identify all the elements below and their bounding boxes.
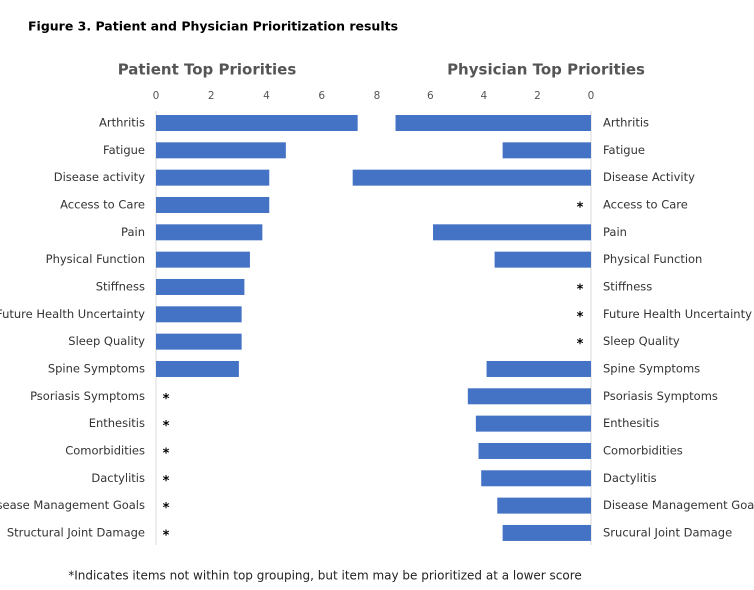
bar <box>502 524 591 541</box>
bar <box>467 388 591 405</box>
bar <box>478 442 591 459</box>
not-prioritized-marker: * <box>163 501 170 516</box>
category-label: Pain <box>603 225 627 239</box>
not-prioritized-marker: * <box>163 528 170 543</box>
category-label: Dactylitis <box>91 471 145 485</box>
category-label: Physical Function <box>603 252 702 266</box>
x-tick-label: 0 <box>588 90 595 102</box>
category-label: Enthesitis <box>603 416 659 430</box>
category-label: Access to Care <box>60 197 145 211</box>
bar <box>433 224 591 241</box>
category-label: Stiffness <box>96 279 145 293</box>
category-label: Access to Care <box>603 197 688 211</box>
category-label: Disease Management Goals <box>0 498 145 512</box>
bar <box>156 142 286 159</box>
bar <box>156 251 250 268</box>
not-prioritized-marker: * <box>163 392 170 407</box>
not-prioritized-marker: * <box>163 419 170 434</box>
not-prioritized-marker: * <box>163 446 170 461</box>
x-tick-label: 8 <box>374 90 381 102</box>
category-label: Srucural Joint Damage <box>603 525 732 539</box>
category-label: Physical Function <box>46 252 145 266</box>
category-label: Dactylitis <box>603 471 657 485</box>
bar <box>156 306 242 323</box>
not-prioritized-marker: * <box>577 310 584 325</box>
category-label: Spine Symptoms <box>48 361 145 375</box>
not-prioritized-marker: * <box>577 282 584 297</box>
bar <box>502 142 591 159</box>
category-label: Enthesitis <box>89 416 145 430</box>
x-tick-label: 6 <box>318 90 325 102</box>
bar <box>156 169 270 186</box>
bar <box>156 196 270 213</box>
x-tick-label: 4 <box>481 90 488 102</box>
bar <box>352 169 591 186</box>
panel-title: Physician Top Priorities <box>447 61 645 79</box>
not-prioritized-marker: * <box>577 337 584 352</box>
category-label: Disease Activity <box>603 170 695 184</box>
x-tick-label: 2 <box>534 90 541 102</box>
bar <box>156 278 245 295</box>
category-label: Stiffness <box>603 279 652 293</box>
category-label: Spine Symptoms <box>603 361 700 375</box>
category-label: Disease Management Goals <box>603 498 754 512</box>
category-label: Pain <box>121 225 145 239</box>
category-label: Fatigue <box>103 143 145 157</box>
not-prioritized-marker: * <box>163 474 170 489</box>
category-label: Comorbidities <box>65 443 145 457</box>
x-tick-label: 6 <box>427 90 434 102</box>
category-label: Sleep Quality <box>68 334 145 348</box>
category-label: Comorbidities <box>603 443 683 457</box>
figure-title: Figure 3. Patient and Physician Prioriti… <box>28 19 398 34</box>
category-label: Fatigue <box>603 143 645 157</box>
category-label: Arthritis <box>603 116 649 130</box>
category-label: Sleep Quality <box>603 334 680 348</box>
bar <box>156 360 239 377</box>
x-tick-label: 2 <box>208 90 215 102</box>
category-label: Future Health Uncertainty <box>0 307 145 321</box>
bar <box>395 115 591 131</box>
bar <box>497 497 591 514</box>
bar <box>486 360 591 377</box>
footnote: *Indicates items not within top grouping… <box>68 569 582 583</box>
not-prioritized-marker: * <box>577 200 584 215</box>
bar <box>156 224 263 241</box>
bar <box>156 115 358 131</box>
bar <box>475 415 591 432</box>
category-label: Structural Joint Damage <box>7 525 145 539</box>
bar <box>481 470 591 487</box>
bar <box>156 333 242 350</box>
category-label: Arthritis <box>99 116 145 130</box>
x-tick-label: 4 <box>263 90 270 102</box>
x-tick-label: 0 <box>153 90 160 102</box>
category-label: Psoriasis Symptoms <box>603 389 718 403</box>
category-label: Psoriasis Symptoms <box>30 389 145 403</box>
panel-title: Patient Top Priorities <box>118 61 297 79</box>
category-label: Future Health Uncertainty <box>603 307 752 321</box>
bar <box>494 251 591 268</box>
category-label: Disease activity <box>54 170 145 184</box>
